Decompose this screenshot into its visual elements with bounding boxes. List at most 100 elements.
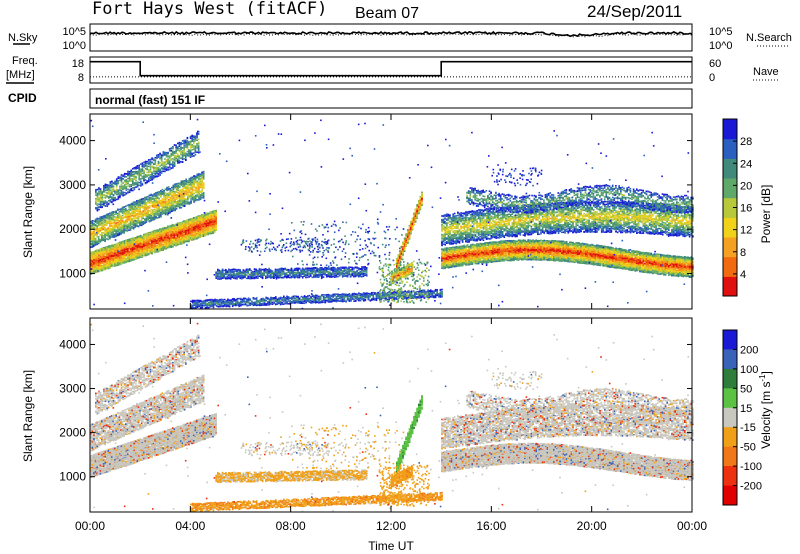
power-echo-cell — [205, 232, 208, 235]
power-echo-cell — [167, 243, 169, 246]
power-echo-cell — [191, 218, 193, 221]
power-echo-cell — [109, 264, 111, 266]
power-echo-cell — [154, 249, 156, 251]
power-echo-cell — [112, 260, 115, 263]
power-echo-cell — [106, 257, 108, 259]
power-echo-cell — [209, 223, 211, 225]
power-echo-cell — [209, 219, 211, 221]
power-echo-cell — [90, 255, 92, 258]
power-echo-cell — [104, 248, 107, 250]
power-echo-cell — [96, 263, 98, 265]
power-echo-cell — [94, 262, 97, 265]
power-echo-cell — [147, 232, 150, 235]
power-echo-cell — [117, 251, 119, 253]
power-echo-cell — [125, 254, 127, 256]
power-echo-cell — [102, 269, 105, 271]
power-echo-cell — [120, 263, 123, 265]
power-echo-cell — [202, 216, 205, 218]
power-echo-cell — [135, 249, 137, 251]
power-echo-cell — [210, 221, 213, 223]
power-echo-cell — [160, 246, 163, 248]
power-echo-cell — [181, 231, 184, 234]
power-echo-cell — [125, 242, 127, 244]
power-echo-cell — [90, 264, 92, 266]
power-echo-cell — [189, 237, 192, 239]
power-echo-cell — [139, 236, 142, 238]
power-echo-cell — [184, 240, 187, 243]
power-echo-cell — [128, 248, 131, 250]
power-echo-cell — [210, 227, 213, 229]
power-echo-cell — [176, 230, 179, 233]
freq-right-tick-top: 60 — [709, 58, 721, 70]
power-echo-cell — [98, 256, 100, 258]
power-echo-cell — [135, 253, 137, 256]
power-echo-cell — [191, 231, 193, 233]
power-echo-cell — [192, 220, 195, 222]
power-echo-cell — [175, 231, 177, 233]
power-echo-cell — [107, 252, 110, 255]
power-echo-cell — [135, 255, 137, 258]
power-echo-cell — [94, 250, 97, 253]
power-echo-cell — [183, 220, 185, 223]
power-echo-cell — [130, 249, 132, 252]
power-echo-cell — [197, 236, 200, 239]
power-echo-cell — [104, 267, 107, 269]
power-echo-cell — [200, 221, 203, 223]
power-echo-cell — [180, 222, 182, 225]
power-echo-cell — [123, 245, 126, 247]
power-echo-cell — [133, 237, 135, 240]
power-echo-cell — [167, 240, 169, 242]
power-echo-cell — [120, 258, 123, 261]
power-echo-cell — [90, 267, 92, 269]
power-echo-cell — [123, 250, 126, 252]
power-echo-cell — [138, 235, 140, 238]
power-echo-cell — [151, 243, 153, 246]
power-echo-cell — [199, 218, 201, 220]
power-echo-cell — [186, 223, 189, 226]
power-echo-cell — [133, 241, 135, 244]
power-echo-cell — [128, 244, 131, 247]
power-echo-cell — [120, 247, 123, 249]
power-echo-cell — [170, 242, 172, 244]
power-echo-cell — [136, 240, 139, 243]
power-echo-cell — [189, 218, 192, 221]
noise-panel: N.Sky 10^5 10^0 10^5 10^0 N.Search — [8, 23, 792, 52]
power-echo-cell — [91, 251, 94, 254]
power-echo-cell — [181, 235, 184, 237]
power-echo-cell — [138, 241, 140, 243]
power-echo-cell — [131, 240, 134, 242]
power-echo-cell — [146, 254, 148, 256]
power-echo-cell — [138, 250, 140, 252]
power-echo-cell — [139, 241, 142, 244]
power-echo-cell — [125, 255, 127, 257]
power-echo-cell — [149, 252, 152, 255]
power-echo-cell — [123, 253, 126, 255]
power-echo-cell — [162, 236, 164, 239]
power-echo-cell — [149, 240, 152, 242]
power-echo-cell — [109, 255, 111, 257]
power-echo-cell — [197, 224, 200, 227]
power-echo-cell — [196, 236, 198, 238]
power-echo-cell — [192, 226, 195, 229]
power-echo-cell — [168, 234, 171, 236]
power-echo-cell — [96, 252, 98, 255]
power-echo-cell — [138, 239, 140, 242]
power-echo-cell — [176, 242, 179, 244]
power-echo-cell — [138, 248, 140, 250]
power-echo-cell — [167, 246, 169, 249]
power-echo-cell — [197, 232, 200, 235]
power-echo-cell — [110, 251, 113, 254]
power-echo-cell — [143, 245, 145, 248]
power-echo-cell — [109, 246, 111, 249]
power-echo-cell — [164, 229, 166, 232]
power-echo-cell — [122, 240, 124, 243]
power-echo-cell — [131, 245, 134, 248]
power-echo-cell — [144, 247, 147, 249]
power-echo-cell — [106, 265, 108, 267]
power-echo-cell — [183, 224, 185, 227]
power-echo-cell — [115, 250, 118, 253]
power-echo-cell — [117, 242, 119, 244]
cpid-text: normal (fast) 151 IF — [95, 93, 205, 107]
power-echo-cell — [213, 217, 216, 220]
power-echo-cell — [154, 235, 156, 238]
